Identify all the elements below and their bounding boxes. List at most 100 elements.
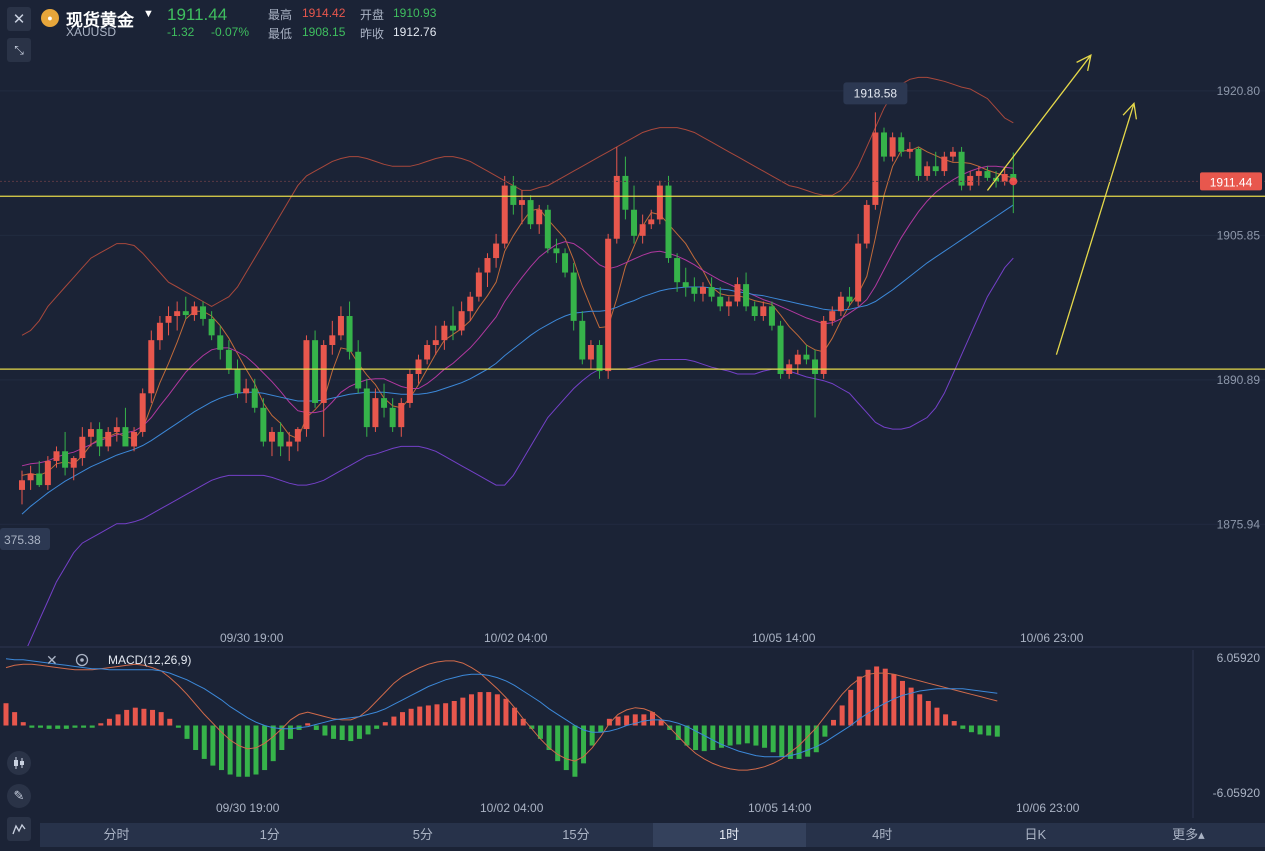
macd-histogram-bar — [537, 725, 543, 739]
low-value: 1908.15 — [302, 25, 346, 39]
tab-timeshare[interactable]: 分时 — [103, 827, 130, 842]
candle-body — [441, 325, 448, 341]
candle-icon[interactable] — [7, 751, 31, 775]
left-edge-label: 375.38 — [4, 533, 41, 547]
macd-histogram-bar — [193, 725, 199, 751]
macd-histogram-bar — [72, 725, 78, 728]
macd-histogram-bar — [20, 722, 26, 726]
candle-body — [398, 402, 405, 428]
macd-histogram-bar — [253, 725, 259, 775]
candle-body — [182, 311, 189, 316]
candle-body — [174, 311, 181, 317]
pencil-icon[interactable]: ✎ — [7, 784, 31, 808]
candle-body — [62, 451, 69, 468]
candle-body — [337, 316, 344, 336]
macd-histogram-bar — [150, 709, 156, 726]
candle-body — [518, 200, 525, 205]
indicator-icon-glyph — [12, 823, 26, 835]
candle-body — [260, 407, 267, 442]
macd-axis-bottom: -6.05920 — [1213, 786, 1261, 800]
candle-body — [27, 473, 34, 481]
candle-body — [889, 137, 896, 157]
current-price-dot — [1009, 177, 1018, 186]
candle-body — [372, 398, 379, 428]
macd-histogram-bar — [503, 698, 509, 726]
candle-body — [406, 373, 413, 403]
time-axis-label: 09/30 19:00 — [220, 631, 284, 645]
macd-time-label: 10/05 14:00 — [748, 801, 812, 815]
macd-histogram-bar — [744, 725, 750, 744]
macd-histogram-bar — [598, 725, 604, 733]
candle-body — [536, 209, 543, 225]
tab-5min[interactable]: 5分 — [412, 827, 433, 842]
macd-histogram-bar — [874, 666, 880, 726]
candle-body — [881, 132, 887, 157]
price-axis-label: 1905.85 — [1217, 228, 1261, 242]
macd-histogram-bar — [486, 692, 492, 726]
tab-1hour[interactable]: 1时 — [652, 823, 806, 847]
candle-body — [760, 306, 767, 317]
candlestick-chart[interactable]: 1920.80 1905.85 1890.89 1875.94 09/30 19:00… — [0, 44, 1265, 646]
candle-body — [19, 480, 25, 490]
macd-histogram-bar — [856, 676, 862, 726]
overlay-boll_upper — [21, 76, 1014, 336]
macd-histogram-bar — [348, 725, 354, 742]
macd-histogram-bar — [408, 708, 414, 726]
macd-histogram-bar — [943, 714, 949, 726]
tab-more[interactable]: 更多▴ — [1172, 827, 1205, 842]
candle-body — [579, 320, 586, 360]
macd-dif-line — [5, 660, 998, 771]
left-edge-box — [0, 528, 50, 550]
indicator-icon[interactable] — [7, 817, 31, 841]
macd-histogram-bar — [29, 725, 35, 728]
tab-15min[interactable]: 15分 — [562, 827, 590, 842]
tab-1min[interactable]: 1分 — [259, 827, 280, 842]
candle-body — [234, 369, 241, 394]
candle-body — [286, 441, 293, 447]
candle-body — [501, 185, 508, 244]
candle-body — [812, 359, 819, 374]
candle-body — [510, 185, 517, 205]
candle-body — [631, 209, 638, 236]
macd-histogram-bar — [55, 725, 61, 729]
instrument-title[interactable]: 现货黄金 — [66, 11, 134, 30]
candle-body — [751, 306, 758, 317]
candle-body — [863, 204, 870, 244]
macd-histogram-bar — [374, 725, 380, 729]
tab-4hour[interactable]: 4时 — [872, 827, 893, 842]
macd-histogram-bar — [494, 694, 500, 726]
collapse-icon[interactable]: ⤡ — [7, 38, 31, 62]
price-axis-label: 1920.80 — [1217, 84, 1261, 98]
price-change: -1.32 — [167, 25, 195, 39]
candle-body — [837, 296, 844, 312]
close-icon[interactable]: ✕ — [7, 7, 31, 31]
macd-chart[interactable]: 6.05920 -6.05920 09/30 19:00 10/02 04:00 10… — [0, 646, 1265, 823]
macd-histogram-bar — [762, 725, 768, 748]
macd-histogram-bar — [718, 725, 724, 748]
macd-histogram-bar — [753, 725, 759, 746]
tab-daily[interactable]: 日K — [1024, 827, 1047, 842]
macd-histogram-bar — [796, 725, 802, 759]
macd-histogram-bar — [167, 718, 173, 726]
macd-histogram-bar — [589, 725, 595, 746]
macd-settings-icon[interactable] — [75, 653, 89, 667]
macd-close-icon[interactable]: ✕ — [46, 652, 58, 668]
open-value: 1910.93 — [393, 6, 437, 20]
max-price-box — [843, 82, 908, 105]
macd-histogram-bar — [37, 725, 43, 728]
macd-histogram-bar — [606, 718, 612, 726]
candle-body — [467, 296, 474, 312]
time-axis-label: 10/02 04:00 — [484, 631, 548, 645]
candle-body — [527, 200, 534, 225]
macd-histogram-bar — [529, 725, 535, 729]
candle-body — [932, 166, 939, 172]
candle-body — [389, 407, 396, 428]
macd-histogram-bar — [805, 725, 811, 757]
chevron-down-icon[interactable]: ▼ — [143, 8, 154, 20]
macd-histogram-bar — [425, 705, 431, 726]
macd-histogram-bar — [684, 725, 690, 746]
macd-histogram-bar — [98, 723, 104, 726]
macd-histogram-bar — [813, 725, 819, 753]
macd-histogram-bar — [727, 725, 733, 746]
current-price-tag — [1200, 172, 1262, 191]
